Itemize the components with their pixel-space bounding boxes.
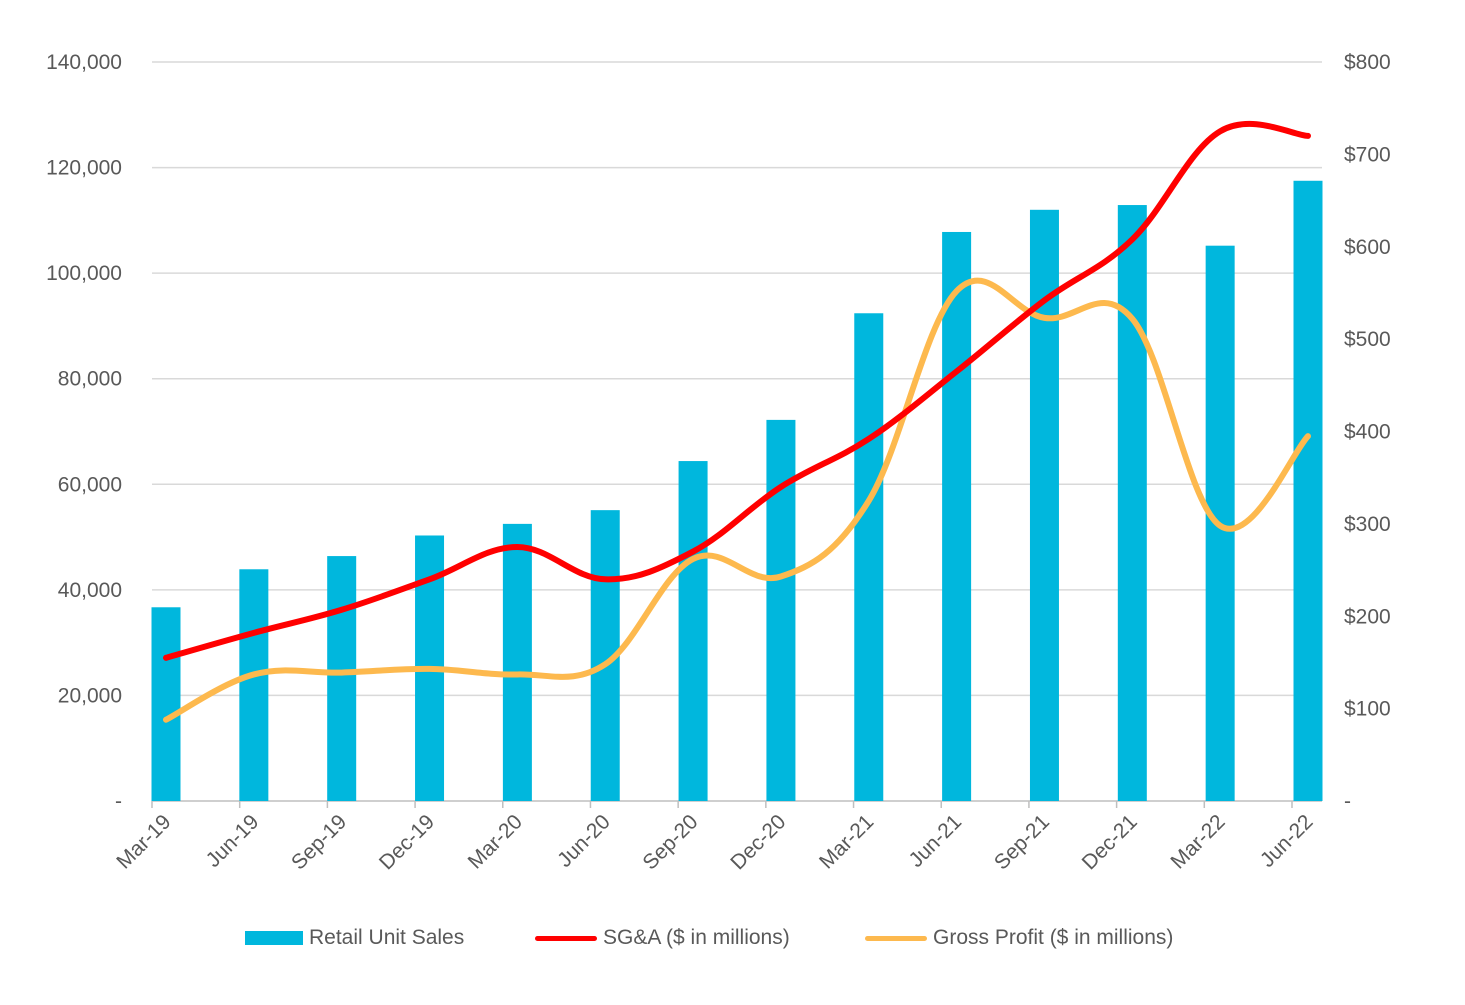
- bar: [151, 607, 181, 801]
- bar: [502, 523, 532, 801]
- y-right-tick-label: $300: [1344, 513, 1391, 536]
- y-left-tick-label: 60,000: [58, 473, 122, 496]
- legend-item-gross-profit: Gross Profit ($ in millions): [865, 918, 1173, 958]
- bar: [1293, 180, 1323, 802]
- legend-item-retail-unit-sales: Retail Unit Sales: [245, 918, 464, 958]
- x-tick-label: Mar-21: [815, 810, 878, 873]
- bar: [766, 419, 796, 801]
- y-left-tick-label: 20,000: [58, 684, 122, 707]
- legend-swatch-bar: [245, 931, 303, 945]
- legend-swatch-line: [535, 935, 597, 941]
- y-left-tick-label: 140,000: [46, 51, 122, 74]
- legend: Retail Unit Sales SG&A ($ in millions) G…: [0, 918, 1465, 958]
- y-right-tick-label: $800: [1344, 51, 1391, 74]
- bar: [854, 313, 884, 801]
- bar: [1117, 205, 1147, 801]
- x-tick-label: Sep-21: [990, 810, 1054, 874]
- y-right-tick-label: $100: [1344, 698, 1391, 721]
- legend-swatch-line: [865, 935, 927, 941]
- y-left-tick-label: 120,000: [46, 157, 122, 180]
- gross-profit-line: [163, 277, 1311, 723]
- sga-line: [163, 120, 1311, 661]
- x-tick-label: Mar-22: [1166, 810, 1229, 873]
- y-left-tick-label: 100,000: [46, 262, 122, 285]
- y-right-tick-label: $700: [1344, 143, 1391, 166]
- bar: [327, 556, 357, 801]
- bar: [239, 569, 269, 801]
- y-left-tick-label: -: [115, 790, 122, 813]
- x-tick-label: Dec-19: [375, 810, 439, 874]
- legend-label: Retail Unit Sales: [309, 926, 465, 949]
- x-tick-label: Jun-20: [553, 810, 615, 872]
- y-left-tick-label: 40,000: [58, 579, 122, 602]
- x-tick-label: Sep-19: [287, 810, 351, 874]
- x-tick-label: Dec-21: [1078, 810, 1142, 874]
- y-right-tick-label: $400: [1344, 421, 1391, 444]
- legend-label: SG&A ($ in millions): [603, 926, 790, 949]
- bar: [678, 461, 708, 801]
- bar: [942, 231, 972, 802]
- x-tick-label: Jun-22: [1256, 810, 1318, 872]
- y-left-tick-label: 80,000: [58, 368, 122, 391]
- legend-label: Gross Profit ($ in millions): [933, 926, 1174, 949]
- legend-item-sga: SG&A ($ in millions): [535, 918, 790, 958]
- y-right-tick-label: -: [1344, 790, 1351, 813]
- y-right-tick-label: $200: [1344, 605, 1391, 628]
- x-tick-label: Jun-21: [904, 810, 966, 872]
- x-tick-label: Sep-20: [638, 810, 702, 874]
- x-tick-label: Jun-19: [202, 810, 264, 872]
- y-right-tick-label: $600: [1344, 236, 1391, 259]
- y-right-tick-label: $500: [1344, 328, 1391, 351]
- x-tick-label: Mar-20: [464, 810, 527, 873]
- x-tick-label: Mar-19: [112, 810, 175, 873]
- x-tick-label: Dec-20: [726, 810, 790, 874]
